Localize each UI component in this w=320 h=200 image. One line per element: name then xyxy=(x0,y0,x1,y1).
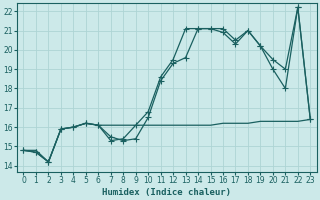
X-axis label: Humidex (Indice chaleur): Humidex (Indice chaleur) xyxy=(102,188,231,197)
